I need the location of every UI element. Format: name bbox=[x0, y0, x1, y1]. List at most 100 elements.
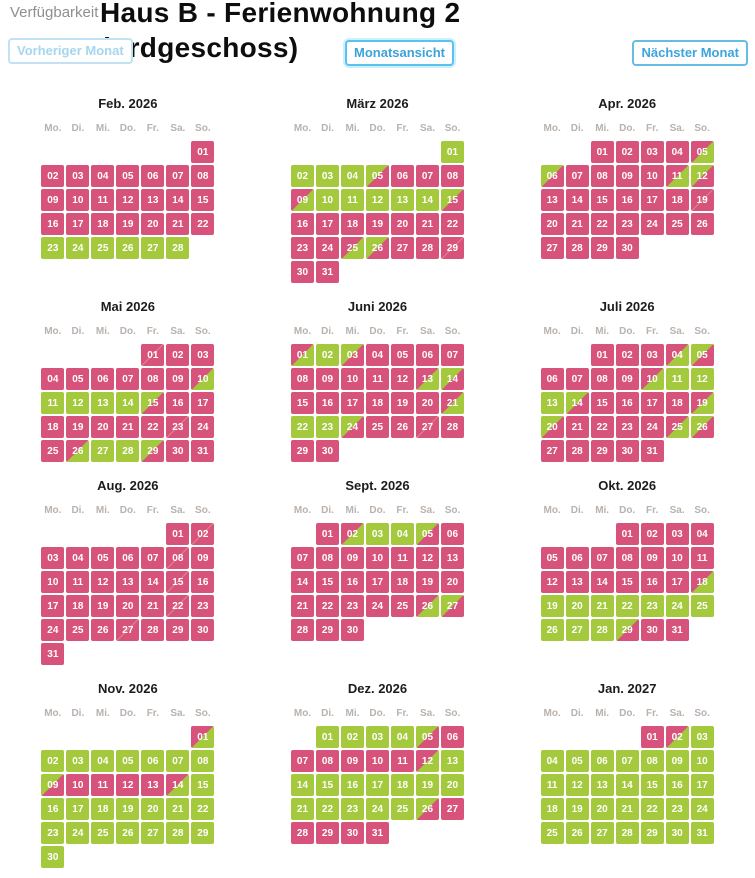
day-cell: 20 bbox=[565, 595, 589, 617]
day-cell: 19 bbox=[365, 213, 389, 235]
day-cell: 02 bbox=[191, 523, 215, 545]
day-cell: 07 bbox=[116, 368, 140, 390]
next-month-button[interactable]: Nächster Monat bbox=[632, 40, 748, 66]
day-cell: 18 bbox=[665, 392, 689, 414]
month-block: Juli 2026 Mo. Di. Mi. Do. Fr. Sa. So. 01 02 03 04 05… bbox=[507, 291, 747, 462]
day-cell: 24 bbox=[41, 619, 65, 641]
day-cell: 20 bbox=[141, 213, 165, 235]
weekday-label: Mi. bbox=[595, 326, 610, 337]
day-cell: 18 bbox=[66, 595, 90, 617]
day-cell: 11 bbox=[91, 774, 115, 796]
day-cell: 23 bbox=[340, 595, 364, 617]
weekday-label: Do. bbox=[119, 708, 136, 719]
weekday-label: So. bbox=[195, 123, 211, 134]
day-cell: 12 bbox=[415, 750, 439, 772]
weekday-label: Sa. bbox=[170, 505, 186, 516]
day-cell: 12 bbox=[365, 189, 389, 211]
weekday-label: Fr. bbox=[396, 326, 409, 337]
previous-month-button[interactable]: Vorheriger Monat bbox=[8, 38, 133, 64]
day-cell: 16 bbox=[615, 189, 639, 211]
day-cell: 20 bbox=[390, 213, 414, 235]
day-cell: 11 bbox=[365, 368, 389, 390]
day-grid: 01 02 03 04 05 06 07 08 09 10 11 12 13 14 15 16 17 18 19 20… bbox=[507, 523, 747, 641]
month-block: Feb. 2026 Mo. Di. Mi. Do. Fr. Sa. So. 01 02 03 04 05… bbox=[8, 88, 248, 283]
day-cell: 13 bbox=[141, 774, 165, 796]
day-cell: 08 bbox=[315, 750, 339, 772]
day-cell: 24 bbox=[640, 416, 664, 438]
day-cell: 05 bbox=[390, 344, 414, 366]
day-grid: 01 02 03 04 05 06 07 08 09 10 11 12 13 14 15 16 17 18 19 20… bbox=[8, 344, 248, 462]
day-cell: 15 bbox=[640, 774, 664, 796]
day-cell: 25 bbox=[665, 416, 689, 438]
weekday-label: Sa. bbox=[669, 505, 685, 516]
weekday-label: Di. bbox=[570, 505, 584, 516]
weekday-label: Di. bbox=[321, 708, 334, 719]
day-cell: 11 bbox=[340, 189, 364, 211]
day-cell: 19 bbox=[116, 213, 140, 235]
weekday-label: Do. bbox=[119, 326, 136, 337]
weekday-label: Mo. bbox=[543, 123, 561, 134]
day-cell: 21 bbox=[166, 213, 190, 235]
day-cell: 16 bbox=[315, 392, 339, 414]
day-cell: 04 bbox=[665, 344, 689, 366]
day-cell: 15 bbox=[166, 571, 190, 593]
day-cell: 15 bbox=[590, 189, 614, 211]
day-cell: 18 bbox=[665, 189, 689, 211]
day-cell: 19 bbox=[540, 595, 564, 617]
day-cell: 28 bbox=[166, 822, 190, 844]
month-title: Dez. 2026 bbox=[347, 681, 408, 696]
day-cell: 03 bbox=[640, 344, 664, 366]
month-view-button[interactable]: Monatsansicht bbox=[345, 40, 455, 66]
day-cell: 25 bbox=[665, 213, 689, 235]
day-cell: 09 bbox=[191, 547, 215, 569]
day-cell: 24 bbox=[191, 416, 215, 438]
day-cell: 27 bbox=[415, 416, 439, 438]
weekday-row: Mo. Di. Mi. Do. Fr. Sa. So. bbox=[507, 505, 747, 516]
weekday-label: Mo. bbox=[44, 505, 62, 516]
day-cell: 04 bbox=[66, 547, 90, 569]
day-cell: 28 bbox=[166, 237, 190, 259]
weekday-label: Fr. bbox=[646, 505, 659, 516]
day-cell: 16 bbox=[665, 774, 689, 796]
day-cell: 19 bbox=[415, 774, 439, 796]
day-cell: 12 bbox=[540, 571, 564, 593]
weekday-label: Di. bbox=[71, 505, 85, 516]
day-grid: 01 02 03 04 05 06 07 08 09 10 11 12 13 14 15 16 17 18 19 20… bbox=[258, 523, 498, 641]
weekday-label: Fr. bbox=[646, 123, 659, 134]
day-cell: 14 bbox=[565, 189, 589, 211]
day-cell: 11 bbox=[66, 571, 90, 593]
weekday-label: So. bbox=[444, 123, 461, 134]
day-cell: 01 bbox=[640, 726, 664, 748]
day-cell: 23 bbox=[640, 595, 664, 617]
day-cell: 02 bbox=[290, 165, 314, 187]
day-cell: 09 bbox=[340, 750, 364, 772]
day-cell: 21 bbox=[166, 798, 190, 820]
day-cell: 05 bbox=[91, 547, 115, 569]
day-cell: 10 bbox=[41, 571, 65, 593]
day-cell: 20 bbox=[440, 774, 464, 796]
day-cell: 26 bbox=[116, 822, 140, 844]
weekday-label: Di. bbox=[321, 505, 334, 516]
day-cell: 10 bbox=[191, 368, 215, 390]
month-block: Jan. 2027 Mo. Di. Mi. Do. Fr. Sa. So. 01 02 03 04 05… bbox=[507, 673, 747, 868]
day-cell: 24 bbox=[66, 822, 90, 844]
day-cell: 29 bbox=[590, 440, 614, 462]
day-cell: 09 bbox=[166, 368, 190, 390]
month-block: Mai 2026 Mo. Di. Mi. Do. Fr. Sa. So. 01 02 03 04 05 0… bbox=[8, 291, 248, 462]
day-cell: 06 bbox=[540, 368, 564, 390]
day-cell: 28 bbox=[615, 822, 639, 844]
day-cell: 01 bbox=[290, 344, 314, 366]
day-cell: 31 bbox=[690, 822, 714, 844]
day-cell: 02 bbox=[166, 344, 190, 366]
day-cell: 28 bbox=[440, 416, 464, 438]
day-cell: 04 bbox=[91, 165, 115, 187]
day-cell: 26 bbox=[365, 237, 389, 259]
day-cell: 24 bbox=[690, 798, 714, 820]
day-cell: 29 bbox=[590, 237, 614, 259]
weekday-label: Sa. bbox=[419, 505, 435, 516]
day-cell: 08 bbox=[615, 547, 639, 569]
day-cell: 08 bbox=[191, 750, 215, 772]
day-cell: 18 bbox=[390, 571, 414, 593]
day-cell: 20 bbox=[440, 571, 464, 593]
day-cell: 02 bbox=[315, 344, 339, 366]
